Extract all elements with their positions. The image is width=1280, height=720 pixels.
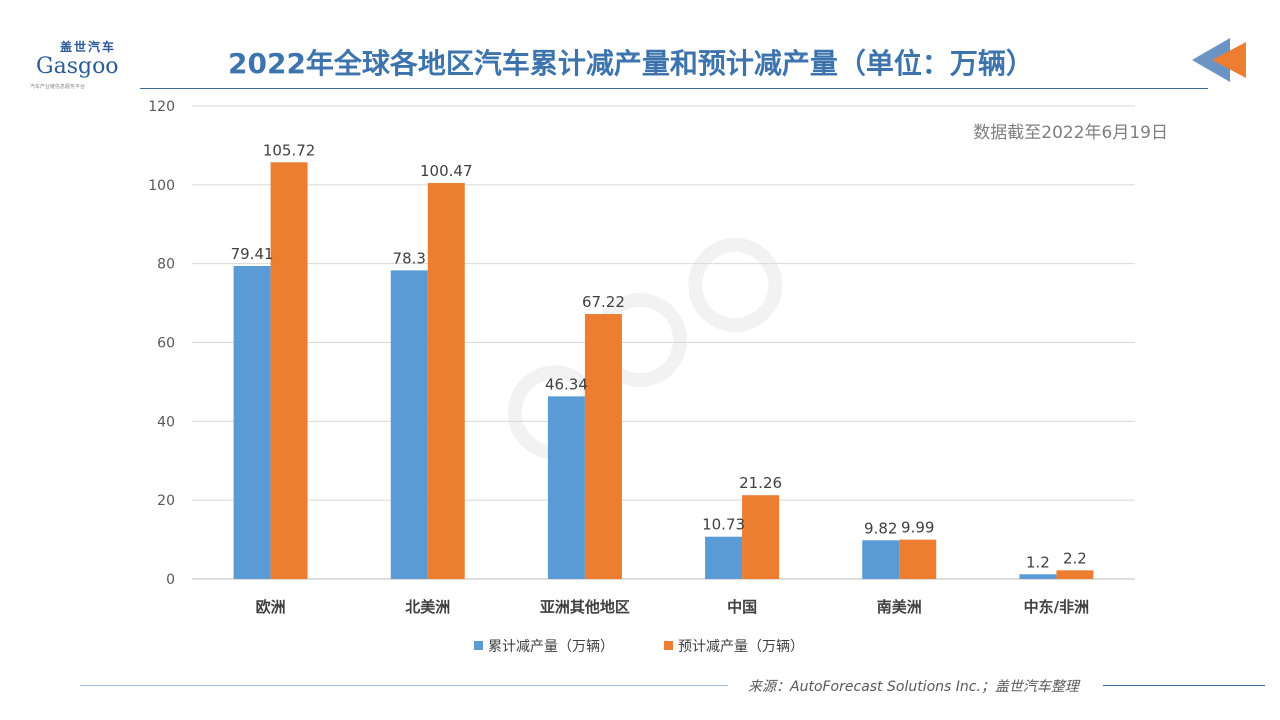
- y-tick-label: 60: [157, 336, 175, 352]
- source-note: 来源：AutoForecast Solutions Inc.；盖世汽车整理: [748, 679, 1079, 695]
- x-tick-label: 中东/非洲: [1024, 598, 1089, 616]
- title-divider: [140, 88, 1208, 89]
- y-tick-label: 120: [148, 99, 175, 115]
- y-tick-label: 80: [157, 257, 175, 273]
- bar: [1019, 574, 1057, 579]
- legend-label: 预计减产量（万辆）: [678, 639, 804, 655]
- data-label: 10.73: [702, 516, 745, 534]
- bar: [547, 396, 585, 579]
- legend-label: 累计减产量（万辆）: [488, 639, 614, 655]
- bar: [233, 265, 271, 579]
- x-tick-label: 中国: [727, 598, 757, 616]
- data-label: 79.41: [231, 245, 274, 263]
- data-label: 9.99: [901, 519, 934, 537]
- data-label: 46.34: [545, 375, 588, 393]
- x-tick-label: 欧洲: [256, 598, 286, 616]
- footer-line-left: [80, 685, 728, 686]
- x-tick-label: 亚洲其他地区: [540, 598, 630, 616]
- x-tick-label: 北美洲: [405, 598, 450, 616]
- legend-swatch: [474, 641, 483, 650]
- data-label: 78.3: [393, 249, 426, 267]
- arrow-decoration-icon: [1192, 38, 1246, 82]
- y-tick-label: 100: [148, 178, 175, 194]
- bar: [899, 539, 937, 579]
- data-label: 9.82: [864, 519, 897, 537]
- bar: [742, 495, 780, 579]
- data-label: 1.2: [1026, 553, 1050, 571]
- watermark-logo: [507, 238, 783, 460]
- data-label: 67.22: [582, 293, 625, 311]
- legend-swatch: [664, 641, 673, 650]
- y-tick-label: 0: [166, 572, 175, 588]
- data-label: 100.47: [420, 162, 473, 180]
- y-tick-label: 40: [157, 414, 175, 430]
- data-date-note: 数据截至2022年6月19日: [973, 123, 1168, 143]
- y-tick-label: 20: [157, 493, 175, 509]
- data-label: 105.72: [263, 141, 316, 159]
- bar: [1056, 570, 1094, 579]
- x-tick-label: 南美洲: [877, 598, 922, 616]
- gasgoo-logo: 盖世汽车 Gasgoo 汽车产业链信息服务平台: [30, 40, 119, 90]
- bar: [705, 536, 743, 579]
- bar: [584, 314, 622, 579]
- data-label: 2.2: [1063, 549, 1087, 567]
- bar: [270, 162, 308, 580]
- page-title: 2022年全球各地区汽车累计减产量和预计减产量（单位：万辆）: [228, 47, 1034, 80]
- data-label: 21.26: [739, 474, 782, 492]
- bar: [427, 182, 465, 579]
- bar: [862, 540, 900, 579]
- footer-line-right: [1103, 685, 1265, 686]
- bar: [390, 270, 428, 579]
